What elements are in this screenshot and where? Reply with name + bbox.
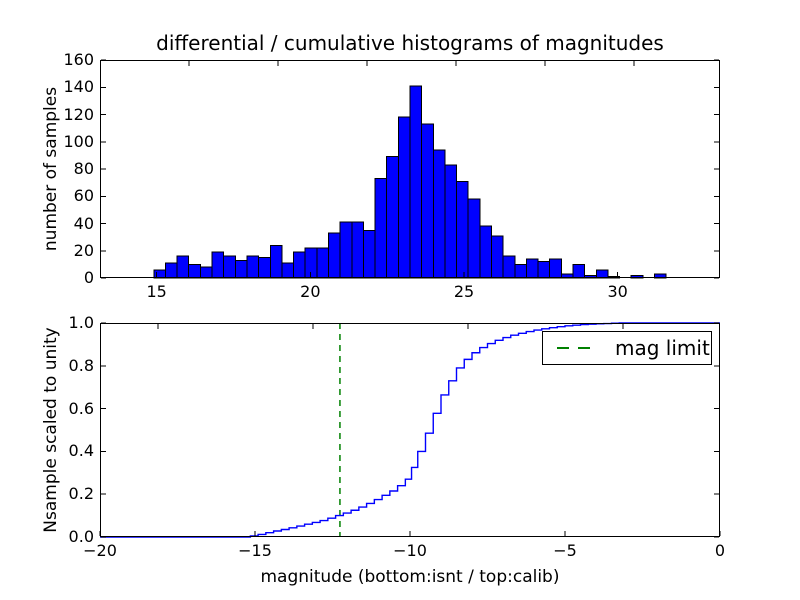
legend-label: mag limit	[615, 336, 710, 360]
histogram-bar	[281, 262, 295, 279]
top-y-tick-label: 160	[63, 50, 94, 69]
top-y-tick-label: 20	[73, 240, 94, 260]
histogram-bar	[293, 251, 306, 279]
histogram-bar	[490, 235, 504, 279]
histogram-bar	[572, 263, 586, 279]
cumulative-curve	[100, 322, 720, 538]
histogram-bar	[549, 258, 562, 279]
histogram-bar	[258, 257, 271, 279]
bottom-x-tick-label: −10	[393, 541, 427, 560]
histogram-bar	[444, 164, 458, 279]
bottom-y-tick-label: 0.4	[68, 441, 94, 461]
histogram-bar	[211, 251, 225, 279]
bottom-plot-ticks	[99, 322, 721, 538]
histogram-bar	[595, 269, 609, 279]
top-y-tick-label: 60	[73, 186, 94, 206]
top-y-tick-label: 120	[63, 104, 94, 124]
top-x-tick-label: 15	[146, 282, 167, 301]
differential-histogram-axes	[100, 59, 720, 279]
differential-histogram-plot	[100, 59, 720, 279]
histogram-bar	[525, 258, 539, 279]
histogram-bar	[234, 259, 248, 279]
top-y-tick-label: 100	[63, 131, 94, 151]
histogram-bar	[351, 221, 364, 279]
histogram-bar	[188, 263, 201, 279]
bottom-x-tick-label: 0	[714, 541, 726, 560]
bottom-x-tick-label: −20	[83, 541, 117, 560]
bottom-x-tick-label: −5	[553, 541, 577, 560]
cumulative-histogram-axes	[99, 322, 721, 538]
top-y-tick-label: 0	[83, 268, 94, 287]
histogram-bars	[153, 85, 667, 279]
top-y-tick-label: 80	[73, 159, 94, 178]
histogram-bar	[362, 229, 376, 279]
histogram-bar	[374, 178, 388, 279]
top-plot-ticks	[101, 59, 719, 279]
histogram-bar	[514, 263, 527, 279]
bottom-y-tick-label: 1.0	[68, 313, 94, 332]
histogram-bar	[397, 116, 411, 279]
top-axes-frame	[100, 60, 720, 278]
histogram-bar	[316, 247, 329, 279]
histogram-bar	[176, 255, 190, 279]
histogram-bar	[479, 225, 492, 279]
histogram-bar	[246, 255, 260, 279]
histogram-bar	[467, 198, 481, 279]
bottom-y-tick-label: 0.8	[68, 355, 94, 375]
legend-box: mag limit	[542, 331, 712, 365]
histogram-bar	[502, 255, 516, 279]
top-x-tick-label: 25	[453, 282, 475, 301]
bottom-x-axis-label: magnitude (bottom:isnt / top:calib)	[260, 567, 560, 587]
top-x-tick-label: 30	[607, 282, 628, 301]
bottom-y-tick-label: 0.6	[68, 398, 94, 418]
histogram-bar	[537, 261, 551, 279]
top-x-tick-label: 20	[300, 282, 321, 301]
histogram-bar	[199, 266, 213, 279]
histogram-bar	[223, 255, 236, 279]
bottom-y-tick-label: 0.0	[68, 527, 94, 546]
histogram-bar	[164, 262, 178, 279]
histogram-bar	[421, 123, 434, 279]
histogram-bar	[304, 247, 318, 279]
bottom-axes-frame	[100, 323, 720, 537]
bottom-y-axis-label: Nsample scaled to unity	[41, 327, 61, 533]
top-y-tick-label: 140	[63, 77, 94, 97]
histogram-bar	[409, 85, 423, 279]
chart-title: differential / cumulative histograms of …	[156, 31, 664, 55]
histogram-bar	[432, 149, 446, 279]
bottom-y-tick-label: 0.2	[68, 484, 94, 504]
mag-limit-dash-icon	[556, 345, 600, 351]
bottom-x-tick-label: −15	[238, 541, 272, 560]
histogram-bar	[339, 221, 353, 279]
top-y-tick-label: 40	[73, 213, 94, 233]
histogram-bar	[386, 156, 399, 279]
histogram-bar	[269, 244, 283, 279]
histogram-bar	[153, 269, 166, 279]
cumulative-histogram-plot	[99, 322, 721, 538]
histogram-bar	[456, 180, 469, 279]
histogram-bar	[327, 232, 341, 279]
